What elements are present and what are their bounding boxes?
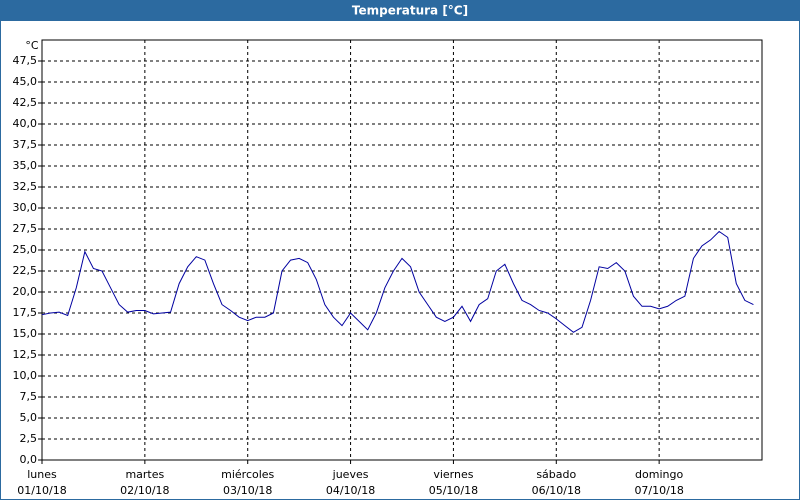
y-tick-label: 35,0 [13,159,38,172]
y-tick-label: 0,0 [20,453,38,466]
x-tick-date: 01/10/18 [17,484,66,497]
y-unit: °C [25,39,39,52]
y-tick-label: 15,0 [13,327,38,340]
chart-title: Temperatura [°C] [352,4,468,18]
x-tick-date: 06/10/18 [532,484,581,497]
y-tick-label: 20,0 [13,285,38,298]
y-tick-label: 7,5 [20,390,38,403]
y-tick-label: 17,5 [13,306,38,319]
y-tick-label: 37,5 [13,138,38,151]
x-tick-label: sábado [536,468,576,481]
y-tick-label: 22,5 [13,264,38,277]
x-tick-label: lunes [27,468,57,481]
x-tick-date: 07/10/18 [634,484,683,497]
x-tick-date: 04/10/18 [326,484,375,497]
y-tick-label: 2,5 [20,432,38,445]
title-bar [0,0,800,21]
x-tick-label: viernes [433,468,473,481]
y-tick-label: 12,5 [13,348,38,361]
y-tick-label: 40,0 [13,117,38,130]
x-tick-date: 03/10/18 [223,484,272,497]
y-tick-label: 45,0 [13,75,38,88]
y-tick-label: 27,5 [13,222,38,235]
x-tick-label: miércoles [221,468,274,481]
x-tick-label: domingo [635,468,683,481]
x-tick-label: jueves [332,468,369,481]
y-tick-label: 30,0 [13,201,38,214]
y-tick-label: 32,5 [13,180,38,193]
y-tick-label: 10,0 [13,369,38,382]
plot-frame [41,39,763,461]
y-tick-label: 5,0 [20,411,38,424]
data-line [41,230,754,333]
x-tick-date: 02/10/18 [120,484,169,497]
y-tick-label: 47,5 [13,54,38,67]
x-tick-date: 05/10/18 [429,484,478,497]
x-tick-label: martes [125,468,164,481]
y-tick-label: 25,0 [13,243,38,256]
y-tick-label: 42,5 [13,96,38,109]
